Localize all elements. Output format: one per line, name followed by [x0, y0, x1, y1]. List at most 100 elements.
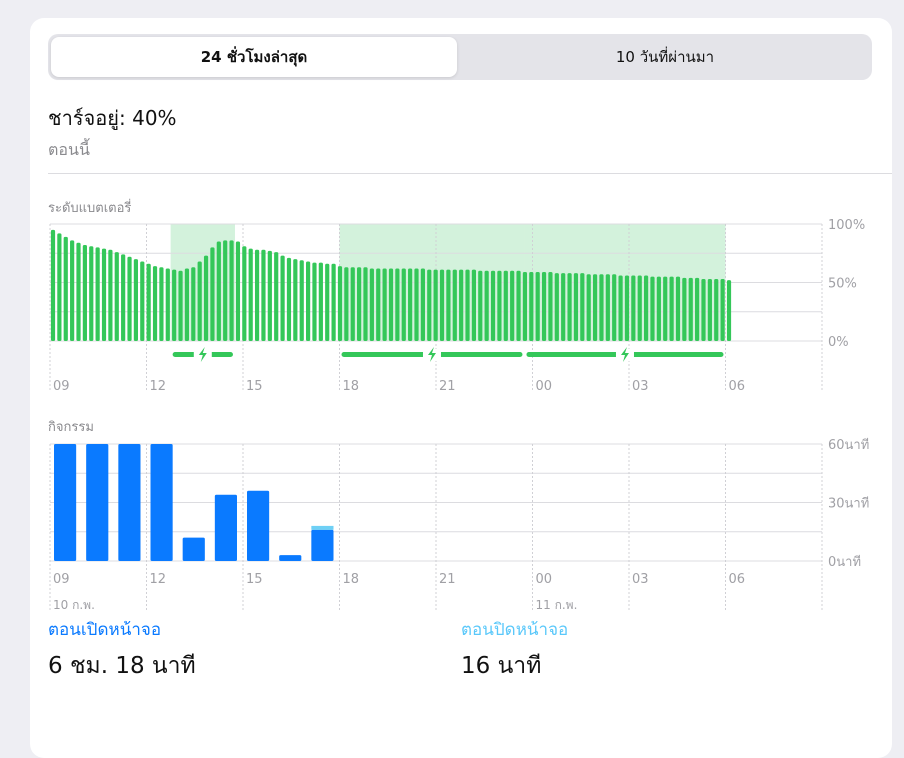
battery-bar: [152, 266, 158, 341]
time-range-segmented-control: 24 ชั่วโมงล่าสุด 10 วันที่ผ่านมา: [48, 34, 872, 80]
activity-date-label: 11 ก.พ.: [536, 598, 578, 612]
battery-x-tick-label: 06: [729, 379, 746, 394]
battery-bar: [433, 269, 438, 341]
activity-bar-screen-on: [311, 529, 334, 561]
battery-bar: [57, 233, 62, 341]
battery-bar: [293, 259, 298, 341]
battery-bar: [267, 250, 272, 341]
battery-x-tick-label: 09: [53, 379, 70, 394]
activity-y-tick-label: 0นาที: [828, 554, 861, 570]
bolt-icon: [427, 347, 436, 362]
activity-y-tick-label: 30นาที: [828, 496, 869, 512]
battery-level-label: ระดับแบตเตอรี่: [48, 199, 131, 216]
battery-bar: [95, 247, 100, 341]
battery-bar: [631, 275, 636, 341]
battery-bar: [197, 261, 202, 341]
battery-bar: [331, 263, 336, 341]
activity-bar-screen-on: [86, 444, 109, 561]
battery-bar: [490, 270, 496, 341]
battery-bar: [357, 267, 362, 341]
battery-bar: [420, 268, 425, 341]
battery-bar: [682, 277, 687, 341]
battery-bar: [529, 271, 534, 341]
battery-bar: [688, 277, 693, 341]
battery-bar: [223, 240, 228, 341]
battery-bar: [446, 269, 451, 341]
battery-bar: [382, 268, 387, 341]
battery-bar: [299, 260, 304, 341]
battery-x-tick-label: 00: [536, 379, 553, 394]
battery-bar: [280, 255, 285, 341]
battery-bar: [159, 267, 164, 341]
screen-on-label: ตอนเปิดหน้าจอ: [48, 620, 162, 640]
battery-bar: [216, 241, 221, 341]
battery-bar: [465, 269, 470, 341]
battery-bar: [242, 246, 247, 341]
activity-x-tick-label: 03: [632, 572, 649, 587]
screen-off-label: ตอนปิดหน้าจอ: [461, 620, 569, 640]
activity-x-tick-label: 12: [150, 572, 167, 587]
battery-bar: [121, 254, 126, 341]
battery-bar: [388, 268, 394, 341]
tab-last-10-days[interactable]: 10 วันที่ผ่านมา: [615, 48, 715, 66]
activity-y-tick-label: 60นาที: [828, 437, 869, 453]
activity-bar-screen-on: [214, 494, 237, 561]
battery-bar: [235, 241, 241, 341]
battery-bar: [586, 274, 591, 341]
battery-bar: [165, 268, 170, 341]
battery-bar: [592, 274, 598, 341]
activity-date-label: 10 ก.พ.: [53, 598, 95, 612]
battery-bar: [439, 269, 445, 341]
battery-x-tick-label: 21: [439, 379, 456, 394]
activity-label: กิจกรรม: [48, 420, 94, 435]
battery-bar: [510, 270, 515, 341]
battery-bar: [108, 249, 113, 341]
battery-bar: [274, 252, 279, 341]
battery-bar: [471, 269, 477, 341]
activity-x-tick-label: 06: [729, 572, 746, 587]
battery-bar: [76, 242, 81, 341]
screen-on-value: 6 ชม. 18 นาที: [48, 653, 196, 679]
tab-last-24-hours[interactable]: 24 ชั่วโมงล่าสุด: [51, 37, 457, 77]
battery-bar: [191, 267, 196, 341]
bolt-icon: [620, 347, 629, 362]
battery-bar: [184, 268, 190, 341]
battery-bar: [695, 277, 700, 341]
activity-x-tick-label: 21: [439, 572, 456, 587]
activity-bar-screen-on: [279, 555, 302, 561]
battery-bar: [669, 276, 674, 341]
battery-x-tick-label: 15: [246, 379, 263, 394]
battery-bar: [567, 273, 572, 341]
battery-bar: [414, 268, 419, 341]
battery-x-tick-label: 03: [632, 379, 649, 394]
battery-bar: [675, 276, 681, 341]
battery-bar: [344, 267, 349, 341]
battery-bar: [478, 270, 483, 341]
screen-off-value: 16 นาที: [461, 653, 542, 679]
battery-bar: [89, 246, 94, 341]
battery-bar: [707, 278, 712, 341]
battery-bar: [63, 236, 68, 341]
battery-bar: [573, 273, 579, 341]
battery-bar: [210, 247, 215, 341]
battery-y-tick-label: 50%: [828, 277, 857, 292]
battery-bar: [172, 269, 177, 341]
battery-bar: [369, 268, 374, 341]
activity-bar-screen-on: [247, 490, 270, 561]
battery-x-tick-label: 18: [343, 379, 360, 394]
battery-bar: [714, 278, 719, 341]
bolt-icon: [198, 347, 207, 362]
battery-bar: [452, 269, 457, 341]
battery-bar: [605, 274, 610, 341]
activity-bar-screen-on: [54, 444, 77, 561]
activity-bar-screen-on: [182, 537, 205, 561]
battery-bar: [522, 271, 528, 341]
activity-x-tick-label: 15: [246, 572, 263, 587]
battery-bar: [114, 252, 119, 341]
battery-bar: [286, 257, 292, 341]
battery-bar: [503, 270, 508, 341]
battery-bar: [408, 268, 413, 341]
battery-bar: [101, 248, 107, 341]
battery-bar: [350, 267, 355, 341]
battery-bar: [459, 269, 464, 341]
